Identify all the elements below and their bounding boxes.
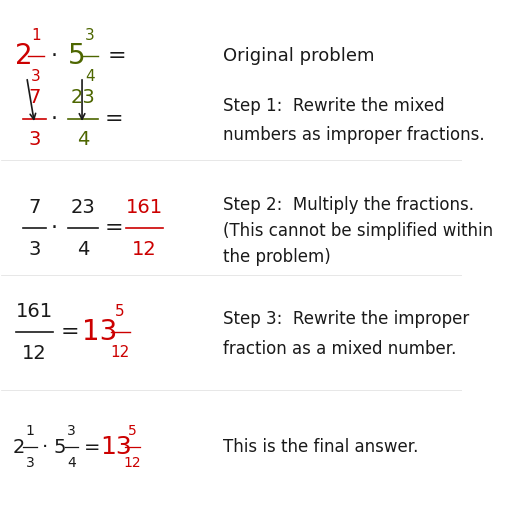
Text: =: = [105, 218, 124, 238]
Text: numbers as improper fractions.: numbers as improper fractions. [223, 126, 484, 144]
Text: fraction as a mixed number.: fraction as a mixed number. [223, 340, 456, 358]
Text: 5: 5 [53, 438, 66, 456]
Text: 12: 12 [110, 345, 130, 361]
Text: Step 3:  Rewrite the improper: Step 3: Rewrite the improper [223, 310, 469, 329]
Text: 3: 3 [26, 456, 35, 471]
Text: 3: 3 [85, 28, 95, 43]
Text: This is the final answer.: This is the final answer. [223, 438, 418, 456]
Text: 5: 5 [115, 304, 124, 319]
Text: 161: 161 [16, 302, 53, 321]
Text: 3: 3 [28, 130, 41, 149]
Text: 4: 4 [85, 69, 95, 84]
Text: 7: 7 [28, 88, 41, 107]
Text: Original problem: Original problem [223, 47, 374, 65]
Text: 23: 23 [71, 88, 95, 107]
Text: 4: 4 [67, 456, 76, 471]
Text: the problem): the problem) [223, 248, 331, 266]
Text: 4: 4 [77, 130, 89, 149]
Text: 2: 2 [15, 42, 33, 70]
Text: =: = [60, 322, 79, 342]
Text: ·: · [51, 46, 58, 66]
Text: Step 1:  Rewrite the mixed: Step 1: Rewrite the mixed [223, 96, 444, 115]
Text: (This cannot be simplified within: (This cannot be simplified within [223, 222, 493, 239]
Text: 13: 13 [100, 435, 132, 459]
Text: 2: 2 [13, 438, 25, 456]
Text: Step 2:  Multiply the fractions.: Step 2: Multiply the fractions. [223, 195, 474, 214]
Text: ·: · [51, 218, 58, 238]
Text: 13: 13 [82, 319, 118, 346]
Text: =: = [84, 438, 100, 456]
Text: 3: 3 [67, 423, 76, 438]
Text: 1: 1 [31, 28, 41, 43]
Text: 161: 161 [126, 198, 163, 216]
Text: =: = [107, 46, 126, 66]
Text: 4: 4 [77, 239, 89, 258]
Text: 3: 3 [28, 239, 41, 258]
Text: 1: 1 [26, 423, 35, 438]
Text: 12: 12 [22, 344, 47, 363]
Text: 3: 3 [31, 69, 41, 84]
Text: =: = [105, 108, 124, 129]
Text: 5: 5 [128, 423, 137, 438]
Text: 7: 7 [28, 198, 41, 216]
Text: ·: · [51, 108, 58, 129]
Text: 12: 12 [123, 456, 141, 471]
Text: ·: · [42, 438, 48, 456]
Text: 5: 5 [68, 42, 86, 70]
Text: 23: 23 [71, 198, 95, 216]
Text: 12: 12 [132, 239, 156, 258]
